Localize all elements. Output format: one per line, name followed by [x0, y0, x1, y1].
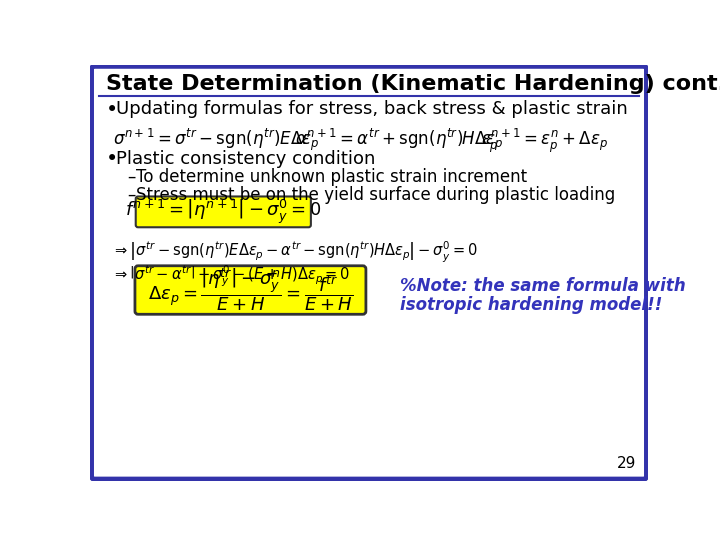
Text: isotropic hardening model!!: isotropic hardening model!! [400, 296, 662, 314]
Text: Updating formulas for stress, back stress & plastic strain: Updating formulas for stress, back stres… [117, 100, 628, 118]
Text: •: • [106, 100, 118, 120]
Text: $\alpha^{n+1} = \alpha^{tr} + \mathsf{sgn}(\eta^{tr})H\Delta\varepsilon_p$: $\alpha^{n+1} = \alpha^{tr} + \mathsf{sg… [295, 126, 504, 153]
Text: $\Rightarrow \left|\sigma^{tr} - \mathsf{sgn}(\eta^{tr})E\Delta\varepsilon_p - \: $\Rightarrow \left|\sigma^{tr} - \mathsf… [112, 240, 478, 266]
FancyBboxPatch shape [136, 197, 311, 227]
Text: %Note: the same formula with: %Note: the same formula with [400, 276, 685, 294]
Text: –: – [127, 168, 135, 186]
Text: To determine unknown plastic strain increment: To determine unknown plastic strain incr… [137, 168, 528, 186]
Text: 29: 29 [617, 456, 636, 471]
FancyBboxPatch shape [91, 66, 647, 479]
Text: Plastic consistency condition: Plastic consistency condition [117, 150, 376, 167]
Text: $\Delta\varepsilon_p = \dfrac{\left|\eta^{tr}\right| - \sigma_y^n}{E + H} = \dfr: $\Delta\varepsilon_p = \dfrac{\left|\eta… [148, 267, 353, 313]
Text: State Determination (Kinematic Hardening) cont.: State Determination (Kinematic Hardening… [106, 74, 720, 94]
Text: Stress must be on the yield surface during plastic loading: Stress must be on the yield surface duri… [137, 186, 616, 204]
Text: $\varepsilon_p^{n+1} = \varepsilon_p^{n} + \Delta\varepsilon_p$: $\varepsilon_p^{n+1} = \varepsilon_p^{n}… [482, 126, 608, 154]
Text: –: – [127, 186, 135, 204]
Text: •: • [106, 150, 118, 170]
Text: $\sigma^{n+1} = \sigma^{tr} - \mathsf{sgn}(\eta^{tr})E\Delta\varepsilon_p$: $\sigma^{n+1} = \sigma^{tr} - \mathsf{sg… [113, 126, 320, 153]
FancyBboxPatch shape [135, 266, 366, 314]
Text: $f^{n+1} = \left|\eta^{n+1}\right| - \sigma_y^0 = 0$: $f^{n+1} = \left|\eta^{n+1}\right| - \si… [125, 198, 322, 226]
Text: $\Rightarrow \left|\sigma^{tr} - \alpha^{tr}\right| - \sigma_y^0 - (E+H)\Delta\v: $\Rightarrow \left|\sigma^{tr} - \alpha^… [112, 264, 350, 288]
